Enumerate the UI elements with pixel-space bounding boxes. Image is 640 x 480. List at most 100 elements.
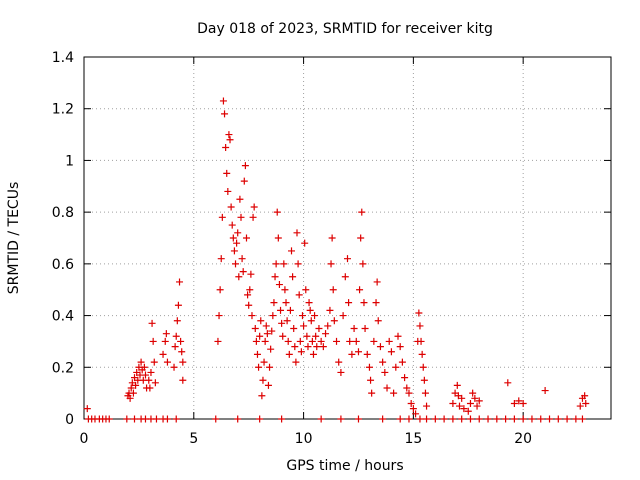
data-point: [537, 415, 545, 423]
data-point: [257, 317, 265, 325]
data-point: [519, 415, 527, 423]
data-point: [238, 255, 246, 263]
data-point: [367, 376, 375, 384]
data-point: [280, 260, 288, 268]
data-point: [346, 337, 354, 345]
data-point: [264, 381, 272, 389]
data-point: [260, 358, 268, 366]
y-tick-label: 1.2: [52, 102, 74, 118]
data-point: [275, 281, 283, 289]
data-point: [267, 345, 275, 353]
data-point: [350, 325, 358, 332]
data-point: [159, 350, 167, 358]
data-point: [252, 337, 260, 345]
data-point: [297, 348, 305, 356]
data-point: [354, 415, 362, 423]
data-point: [240, 177, 248, 185]
data-point: [150, 358, 158, 366]
data-point: [256, 332, 264, 340]
data-point: [255, 363, 263, 371]
data-point: [298, 312, 306, 320]
data-point: [578, 415, 586, 423]
data-point: [300, 322, 308, 330]
data-point: [218, 213, 226, 221]
data-point: [259, 376, 267, 384]
data-point: [241, 162, 249, 170]
data-point: [258, 392, 266, 400]
data-point: [423, 415, 431, 423]
data-point: [286, 306, 294, 314]
data-point: [398, 358, 406, 366]
data-point: [510, 399, 518, 407]
data-point: [214, 337, 222, 345]
y-tick-label: 0.4: [52, 309, 74, 325]
data-point: [335, 358, 343, 366]
data-point: [581, 392, 589, 400]
data-point: [145, 376, 153, 384]
x-axis-label: GPS time / hours: [286, 458, 403, 474]
data-point: [376, 343, 384, 351]
data-point: [329, 286, 337, 294]
data-point: [163, 358, 171, 366]
data-point: [308, 337, 316, 345]
data-point: [348, 350, 356, 358]
data-point: [354, 348, 362, 356]
data-point: [419, 363, 427, 371]
data-point: [262, 322, 270, 330]
data-point: [333, 337, 341, 345]
data-point: [394, 332, 402, 340]
data-point: [173, 317, 181, 325]
data-point: [277, 306, 285, 314]
data-point: [383, 384, 391, 392]
data-point: [309, 350, 317, 358]
data-point: [541, 387, 549, 395]
data-point: [330, 317, 338, 325]
data-point: [288, 247, 296, 255]
data-point: [126, 394, 134, 402]
y-tick-label: 1.4: [52, 50, 74, 66]
data-point: [235, 273, 243, 281]
data-point: [431, 415, 439, 423]
data-point: [356, 286, 364, 294]
data-point: [179, 376, 187, 384]
data-point: [226, 136, 234, 144]
data-point: [174, 301, 182, 309]
data-point: [283, 317, 291, 325]
data-point: [303, 332, 311, 340]
data-point: [132, 381, 140, 389]
data-point: [423, 402, 431, 410]
data-point: [370, 337, 378, 345]
data-point: [228, 221, 236, 229]
data-point: [146, 384, 154, 392]
data-point: [324, 322, 332, 330]
data-point: [515, 397, 523, 405]
data-point: [502, 415, 510, 423]
data-point: [151, 379, 159, 387]
data-point: [390, 389, 398, 397]
data-point: [292, 358, 300, 366]
data-point: [475, 397, 483, 405]
data-point: [172, 415, 180, 423]
data-point: [554, 415, 562, 423]
data-point: [312, 332, 320, 340]
data-point: [315, 325, 323, 332]
data-point: [172, 332, 180, 340]
data-point: [311, 312, 319, 320]
data-point: [219, 97, 227, 105]
data-point: [269, 312, 277, 320]
data-point: [268, 327, 276, 335]
data-point: [359, 260, 367, 268]
data-point: [281, 286, 289, 294]
data-point: [270, 299, 278, 307]
data-point: [272, 260, 280, 268]
data-point: [466, 415, 474, 423]
data-point: [179, 358, 187, 366]
data-point: [339, 312, 347, 320]
data-point: [279, 332, 287, 340]
data-point: [387, 348, 395, 356]
data-point: [274, 234, 282, 242]
data-point: [225, 131, 233, 139]
data-point: [242, 234, 250, 242]
data-point: [236, 195, 244, 203]
